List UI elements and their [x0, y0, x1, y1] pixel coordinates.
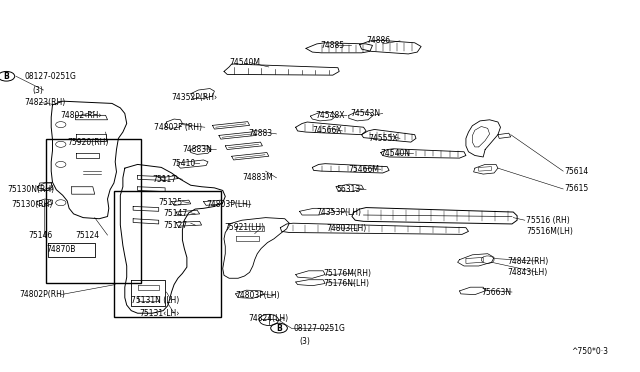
Text: 74802P(RH): 74802P(RH)	[19, 290, 65, 299]
Text: 74540N: 74540N	[381, 149, 411, 158]
Text: 75124: 75124	[76, 231, 100, 240]
Text: 75516 (RH): 75516 (RH)	[526, 216, 570, 225]
Text: B: B	[276, 324, 282, 333]
Text: 75663N: 75663N	[481, 288, 511, 296]
Text: 74802F (RH): 74802F (RH)	[154, 123, 202, 132]
Text: 74803F(LH): 74803F(LH)	[236, 291, 280, 300]
Text: 08127-0251G: 08127-0251G	[24, 72, 76, 81]
Bar	[114, 191, 221, 317]
Text: 74548X: 74548X	[315, 111, 344, 120]
Text: 74824(LH): 74824(LH)	[248, 314, 289, 323]
Text: 75921(LH): 75921(LH)	[224, 223, 264, 232]
Text: 75130N(RH): 75130N(RH)	[8, 185, 55, 194]
Text: 75125: 75125	[159, 198, 183, 207]
Bar	[46, 139, 141, 283]
Text: 74566X: 74566X	[312, 126, 342, 135]
Text: 75146: 75146	[29, 231, 53, 240]
Text: 74886: 74886	[366, 36, 390, 45]
Text: 75615: 75615	[564, 185, 589, 193]
Text: 75147: 75147	[163, 209, 188, 218]
Text: 74885: 74885	[320, 41, 344, 50]
Text: 74353P(LH): 74353P(LH)	[317, 208, 362, 217]
Text: B: B	[4, 72, 9, 81]
Text: 75920(RH): 75920(RH)	[67, 138, 109, 147]
Text: 75130(RH): 75130(RH)	[12, 200, 53, 209]
Text: 75131N (LH): 75131N (LH)	[131, 296, 179, 305]
Text: 75516M(LH): 75516M(LH)	[526, 227, 573, 236]
Text: 74870B: 74870B	[46, 245, 76, 254]
Text: ^750*0·3: ^750*0·3	[571, 347, 608, 356]
Text: 75176N(LH): 75176N(LH)	[323, 279, 369, 288]
Text: 75131‹LH›: 75131‹LH›	[140, 309, 180, 318]
Text: 74802‹RH›: 74802‹RH›	[61, 111, 102, 120]
Text: 74555X: 74555X	[368, 134, 397, 143]
Text: 74843(LH): 74843(LH)	[507, 268, 547, 277]
Text: 75410: 75410	[172, 159, 196, 168]
Text: 08127-0251G: 08127-0251G	[293, 324, 345, 333]
Text: 75466M: 75466M	[349, 165, 380, 174]
Text: 74352P(RH›: 74352P(RH›	[172, 93, 218, 102]
Text: 75176M(RH): 75176M(RH)	[323, 269, 371, 278]
Text: 75614: 75614	[564, 167, 589, 176]
Text: 74543N: 74543N	[351, 109, 381, 118]
Text: 74540M: 74540M	[229, 58, 260, 67]
Text: (3): (3)	[32, 86, 43, 94]
Text: 74883N: 74883N	[182, 145, 212, 154]
Text: 74803(LH): 74803(LH)	[326, 224, 367, 233]
Text: 74803P(LH): 74803P(LH)	[206, 200, 251, 209]
Text: 56313: 56313	[336, 185, 360, 194]
Text: (3): (3)	[300, 337, 310, 346]
Text: 74883M: 74883M	[242, 173, 273, 182]
Text: 74823(RH): 74823(RH)	[24, 98, 65, 107]
Text: 74842(RH): 74842(RH)	[507, 257, 548, 266]
Text: 75117: 75117	[152, 175, 177, 184]
Text: 75127: 75127	[163, 221, 188, 230]
Text: 74883: 74883	[248, 129, 273, 138]
